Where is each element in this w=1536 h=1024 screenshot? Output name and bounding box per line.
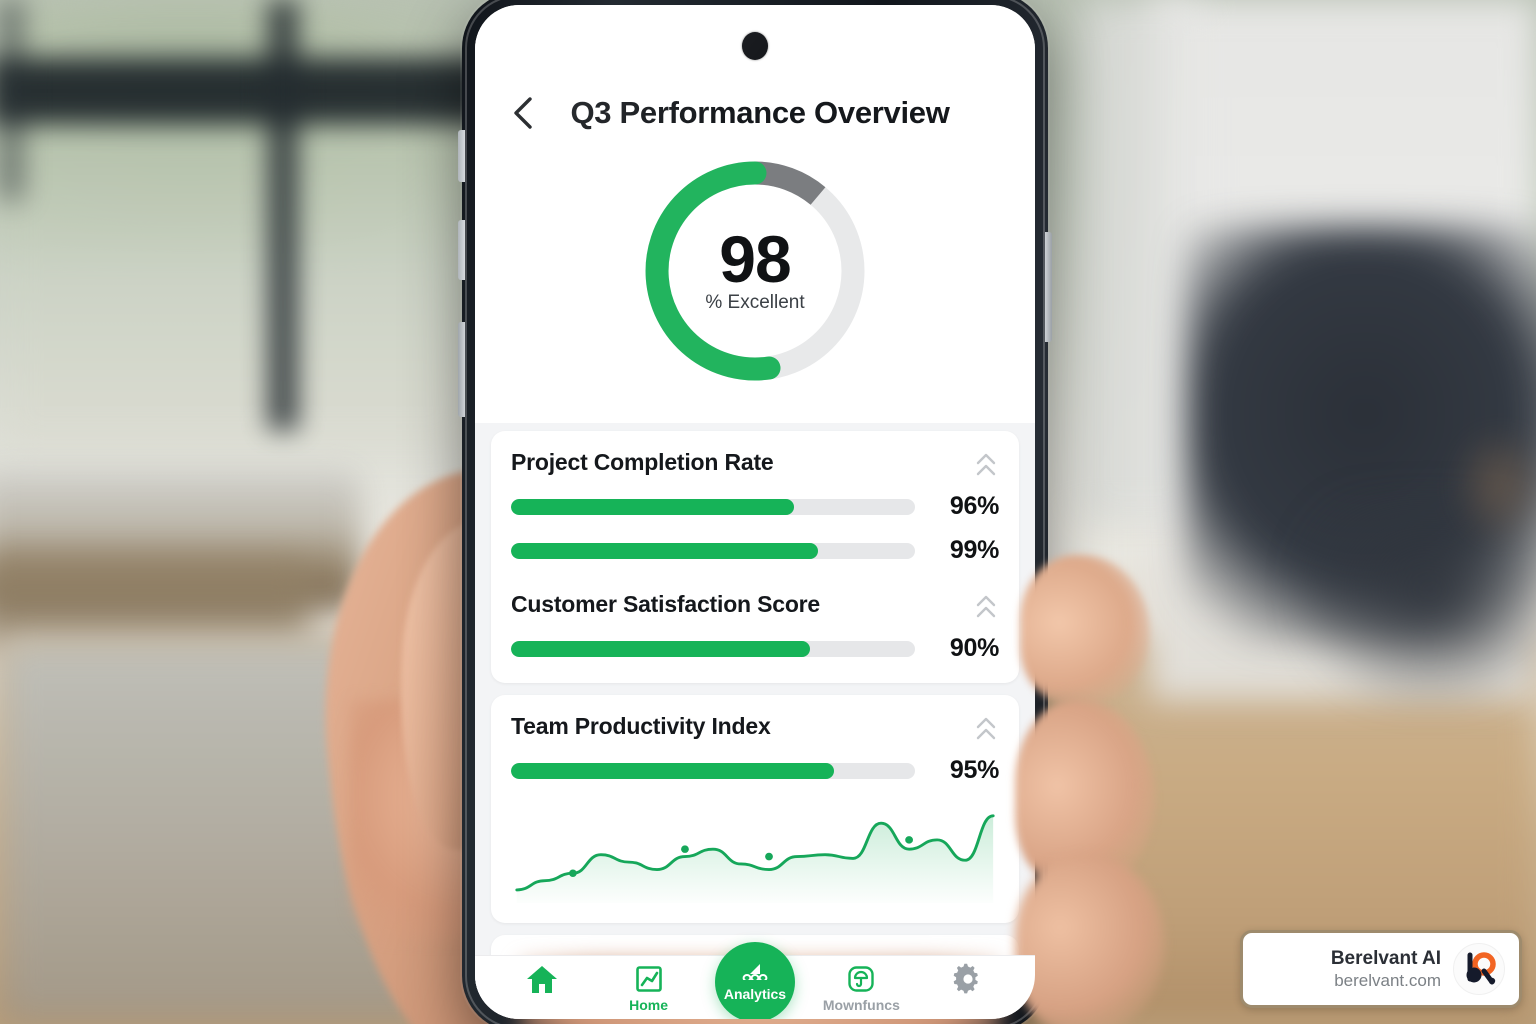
metric-block: Project Completion Rate: [511, 449, 999, 565]
bottom-navigation-bar: Home Analytics: [475, 942, 1035, 1019]
gear-icon: [952, 963, 984, 994]
progress-row: 90%: [511, 634, 999, 663]
gauge-label: % Excellent: [705, 292, 805, 314]
progress-value: 96%: [949, 492, 999, 520]
volume-down-button[interactable]: [458, 220, 465, 280]
nav-label: Home: [629, 997, 669, 1013]
nav-label: Analytics: [723, 986, 787, 1002]
progress-value: 99%: [949, 536, 999, 564]
watermark-url: berelvant.com: [1334, 971, 1441, 991]
nav-item-analytics-chart[interactable]: Home: [609, 964, 689, 1013]
watermark-title: Berelvant AI: [1330, 947, 1441, 969]
window-frame-vertical: [268, 0, 298, 430]
chart-square-icon: [635, 964, 663, 994]
donut-gauge: 98 % Excellent: [639, 155, 871, 387]
metric-card: Team Productivity Index 95%: [491, 695, 1019, 923]
metric-card: Project Completion Rate: [491, 431, 1019, 683]
productivity-sparkline-chart: [511, 799, 999, 903]
power-button[interactable]: [458, 322, 465, 417]
nav-item-home[interactable]: [502, 964, 582, 997]
progress-track: [511, 762, 915, 779]
gauge-center-readout: 98 % Excellent: [639, 155, 871, 387]
watermark-badge: Berelvant AI berelvant.com: [1240, 930, 1522, 1008]
hand-finger-ring: [1015, 855, 1165, 1024]
metric-header: Team Productivity Index: [511, 713, 999, 741]
analytics-icon: [742, 962, 768, 985]
metric-title: Customer Satisfaction Score: [511, 591, 821, 617]
progress-value: 90%: [949, 634, 999, 662]
page-title: Q3 Performance Overview: [570, 95, 950, 130]
metrics-scroll-area[interactable]: Project Completion Rate: [475, 423, 1035, 1019]
window-frame-horizontal: [0, 58, 510, 124]
phone-screen: Q3 Performance Overview 98 % Excel: [475, 5, 1035, 1019]
window-glass: [0, 120, 470, 450]
metric-header: Customer Satisfaction Score: [511, 591, 999, 619]
berelvant-b-icon: [1453, 943, 1505, 995]
progress-track: [511, 498, 915, 515]
metric-header: Project Completion Rate: [511, 449, 999, 477]
metric-block: Customer Satisfaction Score: [511, 591, 999, 663]
smartphone-device: Q3 Performance Overview 98 % Excel: [458, 0, 1052, 1024]
progress-value: 95%: [949, 756, 999, 784]
side-button-right[interactable]: [1045, 232, 1052, 342]
nav-fab-analytics[interactable]: Analytics: [714, 942, 795, 1019]
progress-fill: [511, 498, 794, 515]
progress-fill: [511, 640, 810, 657]
nav-item-settings[interactable]: [928, 963, 1008, 997]
progress-fill: [511, 762, 835, 779]
app-header: Q3 Performance Overview: [475, 5, 1035, 133]
chevron-double-up-icon[interactable]: [973, 713, 999, 741]
chevron-left-icon: [510, 96, 536, 130]
hand-finger-index: [1020, 555, 1150, 705]
watermark-text: Berelvant AI berelvant.com: [1331, 947, 1441, 992]
progress-row: 95%: [511, 756, 999, 785]
progress-row: 96%: [511, 492, 999, 521]
chevron-double-up-icon[interactable]: [973, 449, 999, 477]
stacked-books-lower: [0, 560, 310, 650]
progress-track: [511, 542, 915, 559]
chevron-double-up-icon[interactable]: [973, 591, 999, 619]
score-gauge-section: 98 % Excellent: [475, 133, 1035, 423]
window-frame-vertical-left: [0, 0, 22, 200]
progress-row: 99%: [511, 536, 999, 565]
nav-item-monitoring[interactable]: Mownfuncs: [821, 964, 901, 1013]
home-icon: [525, 964, 559, 994]
cloud-umbrella-icon: [847, 964, 875, 994]
progress-track: [511, 640, 915, 657]
back-button[interactable]: [503, 93, 543, 133]
metric-title: Team Productivity Index: [511, 713, 771, 739]
gauge-value: 98: [719, 221, 791, 296]
nav-label: Mownfuncs: [822, 997, 900, 1013]
volume-up-button[interactable]: [458, 130, 465, 182]
front-camera-punch-hole: [742, 32, 768, 60]
wall-right-inner: [1080, 0, 1200, 520]
progress-fill: [511, 542, 819, 559]
metric-title: Project Completion Rate: [511, 449, 774, 475]
blurred-mug: [1455, 430, 1536, 540]
